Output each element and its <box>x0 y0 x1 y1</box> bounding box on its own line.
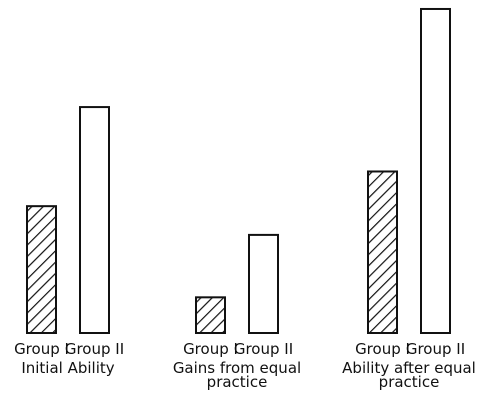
group-caption: practice <box>379 373 440 391</box>
bar-label: Group II <box>234 340 293 358</box>
bar-label: Group I <box>355 340 410 358</box>
bar-group3-group-i <box>367 170 398 334</box>
bars-layer <box>26 7 451 335</box>
bar-group1-group-ii <box>79 106 110 334</box>
bar-label: Group II <box>406 340 465 358</box>
group-caption: practice <box>207 373 268 391</box>
group-caption: Gains from equal <box>173 359 301 377</box>
bar-group1-group-i <box>26 205 57 334</box>
bar-label: Group I <box>14 340 69 358</box>
bar-group2-group-ii <box>248 233 279 334</box>
group-caption: Ability after equal <box>342 359 476 377</box>
bar-label: Group II <box>65 340 124 358</box>
group-caption: Initial Ability <box>21 359 114 377</box>
bar-group2-group-i <box>195 296 226 334</box>
bar-label: Group I <box>183 340 238 358</box>
bar-group3-group-ii <box>420 7 451 335</box>
